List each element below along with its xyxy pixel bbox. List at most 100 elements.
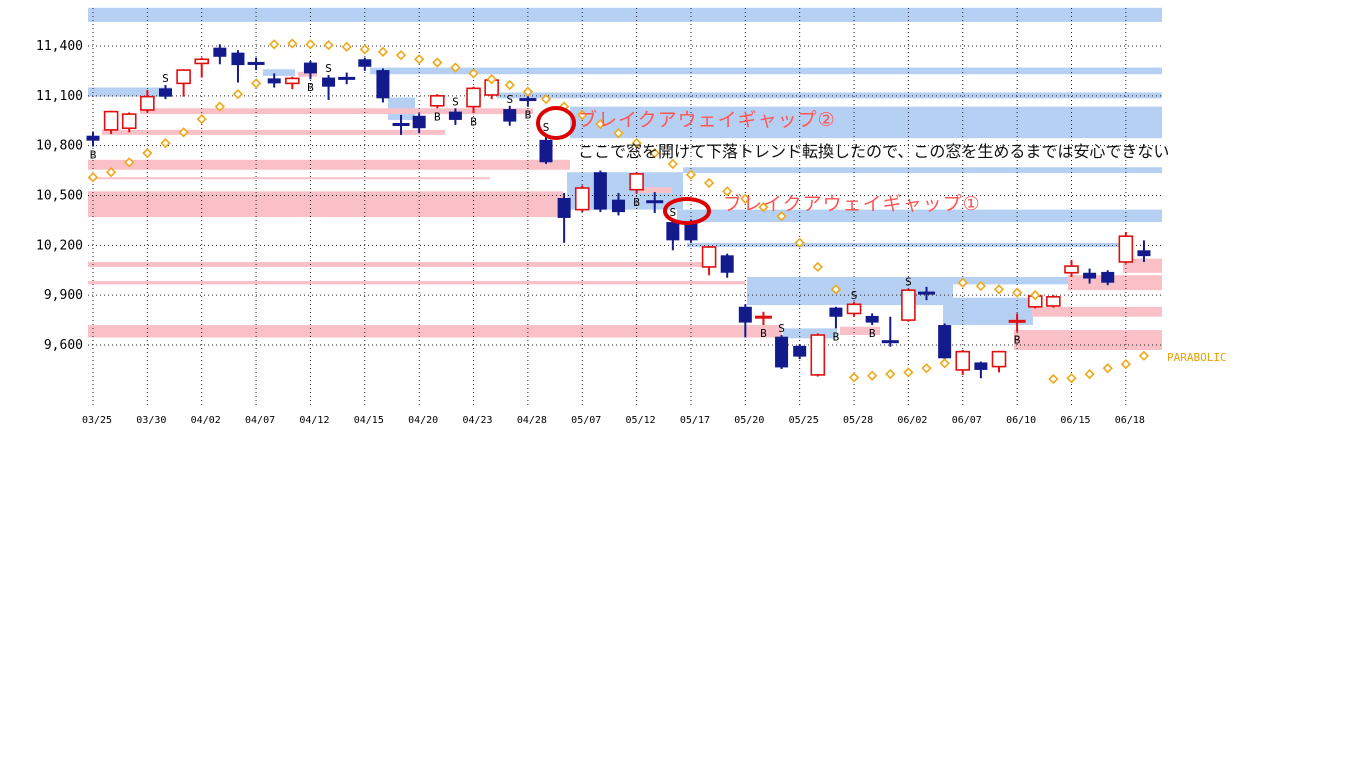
- x-axis-label: 04/12: [299, 415, 329, 426]
- gap-window-band-pink: [1068, 275, 1162, 291]
- candle-body-up: [121, 113, 137, 130]
- candle-body-down: [611, 199, 625, 213]
- buy-signal-marker: B: [1014, 334, 1021, 347]
- candle-body-down: [539, 139, 553, 163]
- x-axis-label: 06/18: [1115, 415, 1145, 426]
- parabolic-sar-dot: [142, 148, 153, 159]
- candle-body-down: [793, 345, 807, 357]
- candle-body-down: [593, 172, 607, 210]
- parabolic-sar-dot: [830, 284, 842, 295]
- candle-body-down: [775, 336, 789, 368]
- gap-window-band-blue: [747, 276, 953, 306]
- candle-body-down: [358, 59, 372, 67]
- gap-window-band-blue: [88, 7, 1162, 22]
- candle-body-down: [303, 62, 317, 74]
- candle-body-down: [322, 77, 336, 87]
- parabolic-sar-dot: [504, 79, 515, 91]
- parabolic-sar-dot: [1120, 358, 1131, 370]
- candle-body-down: [684, 222, 698, 241]
- parabolic-sar-dot: [287, 38, 298, 49]
- parabolic-sar-dot: [848, 372, 860, 383]
- parabolic-sar-dot: [1030, 290, 1041, 301]
- x-axis-label: 05/28: [843, 415, 873, 426]
- x-axis-label: 05/17: [680, 415, 710, 426]
- candle-body-up: [466, 87, 481, 108]
- buy-signal-marker: B: [633, 196, 640, 209]
- x-axis-label: 06/10: [1006, 415, 1036, 426]
- parabolic-sar-dot: [794, 237, 805, 248]
- x-axis-label: 04/02: [191, 415, 221, 426]
- candle-body-down: [412, 115, 426, 129]
- buy-signal-marker: B: [760, 327, 767, 340]
- candle-doji-cross: [519, 98, 537, 102]
- candle-body-down: [1083, 272, 1097, 279]
- y-axis-label: 9,900: [44, 288, 83, 303]
- candle-body-up: [1064, 265, 1079, 274]
- parabolic-sar-dot: [359, 44, 370, 55]
- x-axis-label: 06/07: [952, 415, 982, 426]
- parabolic-sar-dot: [1138, 350, 1150, 361]
- parabolic-sar-dot: [812, 261, 823, 273]
- gap-window-band-pink: [298, 71, 317, 77]
- candle-body-up: [194, 58, 210, 65]
- candle-body-down: [666, 222, 680, 241]
- candle-body-up: [901, 289, 916, 321]
- parabolic-sar-dot: [649, 148, 660, 159]
- parabolic-sar-dot: [722, 186, 733, 197]
- y-axis-label: 11,400: [36, 39, 83, 54]
- gap-window-band-blue: [677, 209, 1162, 223]
- x-axis-label: 04/15: [354, 415, 384, 426]
- parabolic-sar-dot: [957, 277, 968, 288]
- parabolic-sar-dot: [939, 358, 950, 369]
- sell-signal-marker: S: [778, 322, 785, 335]
- x-axis-label: 05/07: [571, 415, 601, 426]
- gap-window-band-pink: [88, 177, 490, 180]
- candle-body-down: [86, 135, 100, 141]
- candle-body-up: [429, 95, 445, 107]
- gap-window-band-pink: [88, 281, 745, 285]
- parabolic-sar-dot: [975, 280, 987, 292]
- candle-doji-cross: [247, 61, 265, 65]
- x-axis-label: 04/28: [517, 415, 547, 426]
- parabolic-sar-dot: [305, 39, 316, 50]
- parabolic-sar-dot: [214, 101, 225, 112]
- parabolic-sar-dot: [885, 368, 896, 380]
- candle-body-up: [285, 77, 300, 85]
- parabolic-sar-dot: [595, 118, 606, 130]
- candle-body-down: [829, 307, 843, 317]
- gap-window-band-pink: [1014, 330, 1162, 350]
- gap-window-band-blue: [263, 69, 295, 76]
- gap-highlight-circle: [536, 106, 576, 140]
- candle-body-up: [955, 350, 971, 371]
- candle-body-up: [701, 246, 717, 268]
- gap-window-band-blue: [683, 167, 1162, 174]
- parabolic-sar-dot: [667, 158, 678, 170]
- parabolic-sar-dot: [1066, 373, 1077, 384]
- candle-body-down: [376, 70, 390, 99]
- parabolic-sar-dot: [105, 167, 117, 178]
- parabolic-sar-dot: [1102, 363, 1113, 374]
- sell-signal-marker: S: [162, 72, 169, 85]
- parabolic-sar-dot: [631, 138, 642, 149]
- gap-window-band-pink: [840, 326, 880, 336]
- parabolic-sar-dot: [1011, 287, 1023, 298]
- candle-body-down: [1101, 271, 1115, 283]
- candle-body-down: [158, 88, 172, 97]
- y-axis-label: 9,600: [44, 338, 83, 353]
- candle-body-up: [140, 95, 155, 111]
- parabolic-sar-dot: [269, 39, 280, 50]
- x-axis-label: 03/25: [82, 415, 112, 426]
- parabolic-sar-dot: [341, 41, 352, 52]
- x-axis-label: 05/12: [626, 415, 656, 426]
- parabolic-sar-dot: [1084, 368, 1095, 380]
- parabolic-sar-dot: [540, 94, 552, 105]
- parabolic-sar-dot: [993, 284, 1005, 295]
- sell-signal-marker: S: [851, 289, 858, 302]
- parabolic-sar-dot: [196, 113, 207, 125]
- parabolic-sar-dot: [323, 40, 334, 51]
- gap-window-band-pink: [639, 187, 672, 194]
- candle-body-up: [574, 187, 590, 211]
- buy-signal-marker: B: [869, 327, 876, 340]
- candle-doji-cross: [1008, 319, 1026, 323]
